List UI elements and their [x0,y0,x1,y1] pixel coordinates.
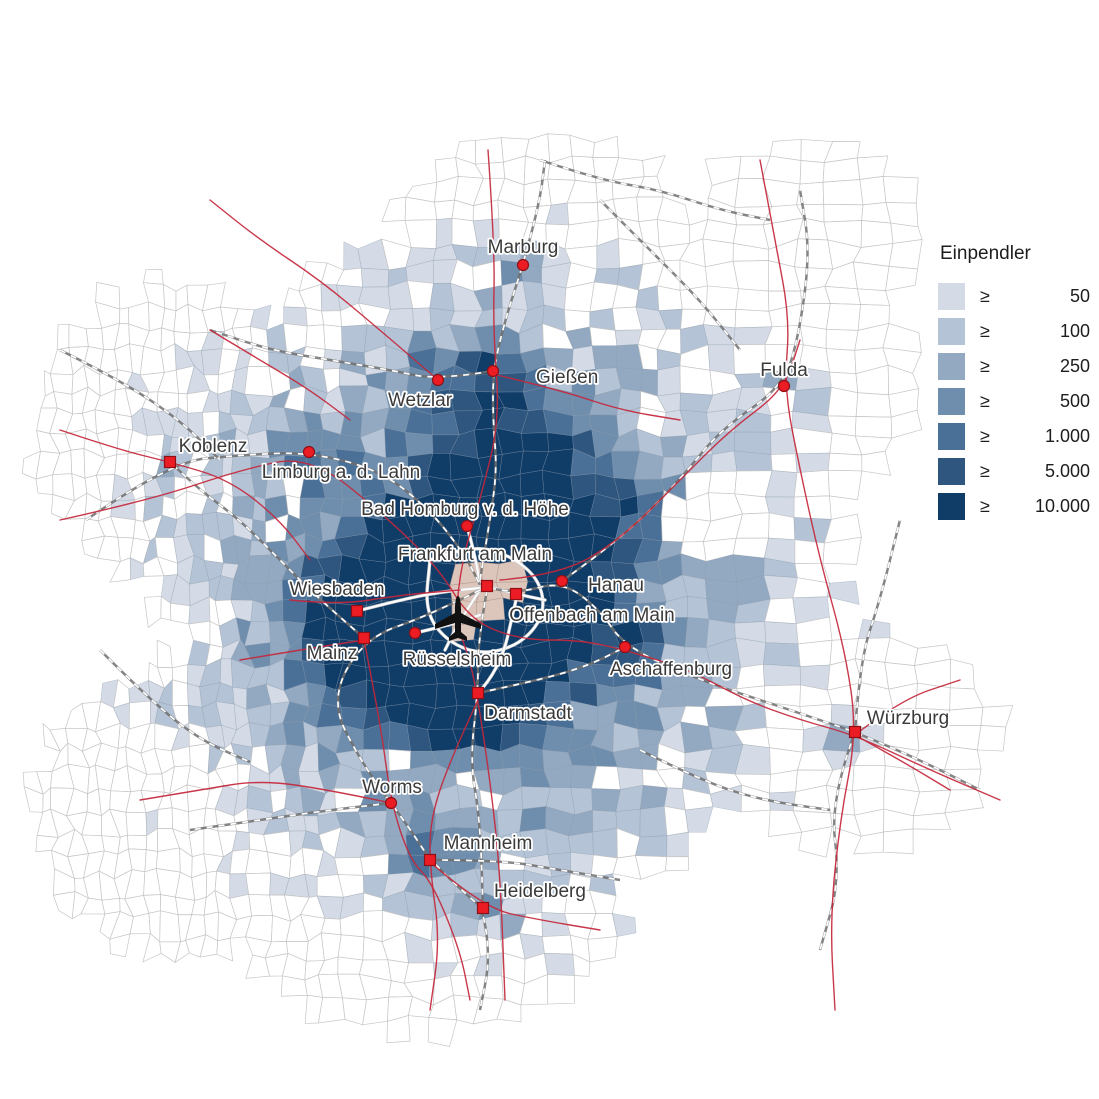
city-marker-heidelberg [476,901,490,915]
city-label-offenbach-am-main: Offenbach am Main [509,605,674,626]
legend-operator: ≥ [980,461,990,481]
city-marker-gie-en [486,364,500,378]
legend-value: 100 [1059,321,1090,341]
city-marker-mainz [357,631,371,645]
city-markers [163,258,862,915]
city-label-wetzlar: Wetzlar [388,390,453,411]
legend-value: 5.000 [1044,461,1090,481]
legend-row: ≥ 5.000 [938,454,1090,489]
city-label-r-sselsheim: Rüsselsheim [403,649,512,670]
city-marker-offenbach-am-main [509,587,523,601]
city-label-w-rzburg: Würzburg [867,708,949,729]
city-label-aschaffenburg: Aschaffenburg [610,659,732,680]
city-label-worms: Worms [362,777,422,798]
legend-swatch [938,458,965,485]
city-marker-worms [384,796,398,810]
city-marker-hanau [555,574,569,588]
legend-operator: ≥ [980,391,990,411]
legend-swatch [938,423,965,450]
legend-row: ≥ 100 [938,314,1090,349]
legend-row: ≥ 1.000 [938,419,1090,454]
city-marker-limburg-a-d-lahn [302,445,316,459]
city-marker-koblenz [163,455,177,469]
legend-swatch [938,318,965,345]
legend-operator: ≥ [980,426,990,446]
legend-swatch [938,388,965,415]
city-label-marburg: Marburg [488,237,559,258]
legend-operator: ≥ [980,321,990,341]
city-marker-wetzlar [431,373,445,387]
road-lines [59,149,1001,1011]
city-marker-frankfurt-am-main [480,579,494,593]
legend-value: 250 [1059,356,1090,376]
legend-value: 1.000 [1044,426,1090,446]
city-label-frankfurt-am-main: Frankfurt am Main [398,544,552,565]
legend-row: ≥ 50 [938,279,1090,314]
airplane-icon [435,596,481,641]
city-marker-bad-homburg-v-d-h-he [460,519,474,533]
city-label-wiesbaden: Wiesbaden [289,579,384,600]
city-label-heidelberg: Heidelberg [494,881,586,902]
city-label-koblenz: Koblenz [179,436,248,457]
legend-value: 500 [1059,391,1090,411]
city-label-bad-homburg-v-d-h-he: Bad Homburg v. d. Höhe [361,499,569,520]
legend-row: ≥ 500 [938,384,1090,419]
city-marker-marburg [516,258,530,272]
city-marker-aschaffenburg [618,640,632,654]
city-label-fulda: Fulda [760,360,808,381]
legend-value: 10.000 [1034,496,1090,516]
city-label-hanau: Hanau [588,575,644,596]
city-label-gie-en: Gießen [536,367,598,388]
legend: Einpendler ≥ 50 ≥ 100 ≥ 250 ≥ 500 ≥ 1.00… [938,243,1090,524]
legend-swatch [938,283,965,310]
city-marker-darmstadt [471,686,485,700]
city-marker-mannheim [423,853,437,867]
municipality-mosaic [22,133,1014,1047]
legend-value: 50 [1069,286,1090,306]
legend-operator: ≥ [980,286,990,306]
legend-title: Einpendler [940,243,1031,264]
city-labels: Marburg Gießen Wetzlar Fulda Koblenz Limburg … [177,235,951,904]
city-marker-w-rzburg [848,725,862,739]
city-label-darmstadt: Darmstadt [484,703,572,724]
city-marker-fulda [777,379,791,393]
city-marker-wiesbaden [350,604,364,618]
city-marker-r-sselsheim [408,626,422,640]
legend-operator: ≥ [980,356,990,376]
legend-row: ≥ 250 [938,349,1090,384]
city-label-limburg-a-d-lahn: Limburg a. d. Lahn [262,462,420,483]
legend-row: ≥ 10.000 [938,489,1090,524]
legend-swatch [938,353,965,380]
legend-operator: ≥ [980,496,990,516]
airport [435,596,481,641]
city-label-mannheim: Mannheim [444,833,533,854]
legend-swatch [938,493,965,520]
city-label-mainz: Mainz [307,643,358,664]
